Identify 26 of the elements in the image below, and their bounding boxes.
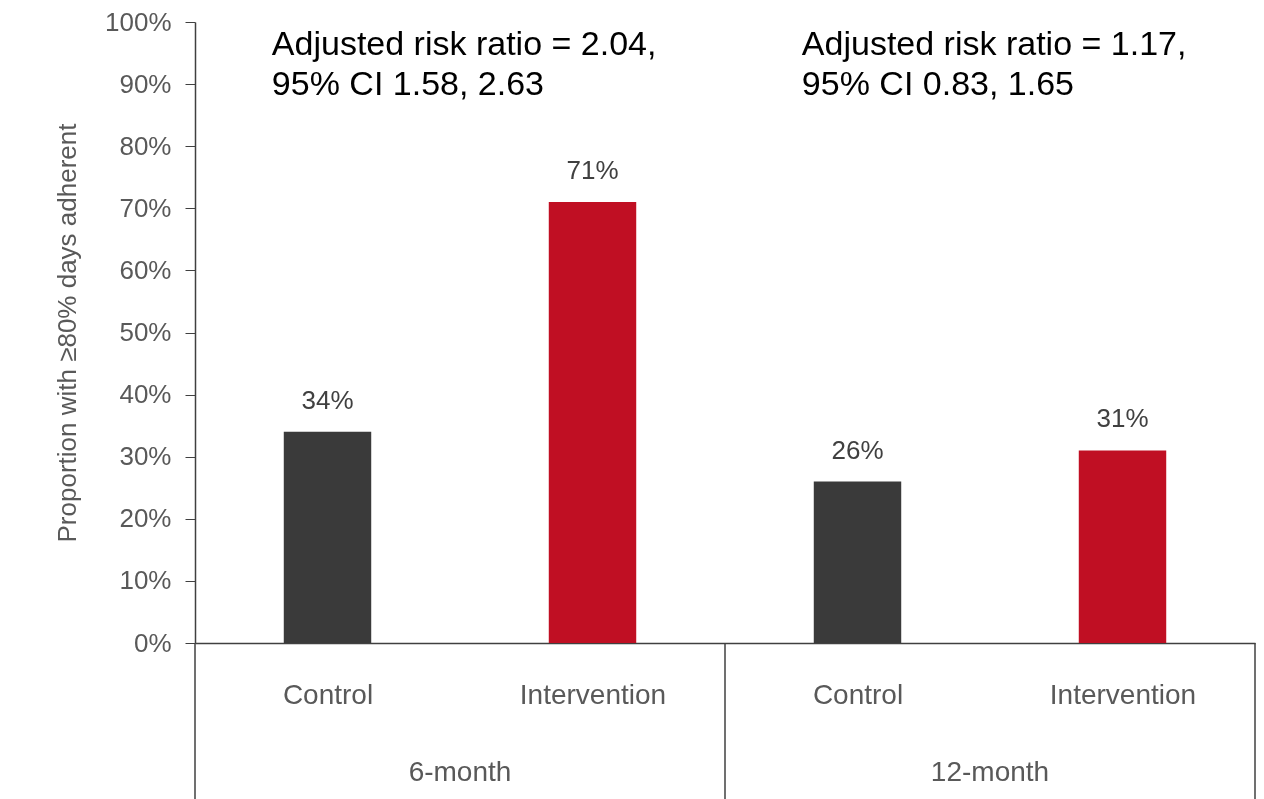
data-label: 34% [301,384,354,415]
bar [548,202,637,643]
y-tick-label: 80% [119,130,172,161]
x-tick-label: Control [282,678,374,710]
y-axis-title: Proportion with ≥80% days adherent [52,122,82,543]
text: 6-month [408,756,512,787]
data-label: 71% [566,155,619,186]
y-tick-label: 100% [105,6,172,37]
y-tick-label: 90% [119,68,172,99]
annotation: Adjusted risk ratio = 2.04, 95% CI 1.58, 2.63 [271,24,657,102]
x-tick-label: Intervention [519,678,667,710]
y-tick-label: 20% [119,503,172,534]
y-tick-label: 50% [119,317,172,347]
x-tick-label: Control [812,678,904,710]
y-tick-label: 0% [133,627,172,658]
bar [1078,450,1167,643]
y-tick-label: 60% [119,254,172,285]
y-tick-label: 70% [119,192,172,223]
annotation: Adjusted risk ratio = 1.17, 95% CI 0.83, 1.65 [801,24,1187,102]
data-label: 31% [1096,403,1149,434]
y-tick-label: 40% [119,379,172,410]
data-label: 26% [831,434,884,465]
y-tick-label: 30% [119,441,172,472]
y-tick-label: 10% [119,565,172,596]
text: 12-month [930,756,1050,787]
x-tick-label: Intervention [1049,678,1197,710]
